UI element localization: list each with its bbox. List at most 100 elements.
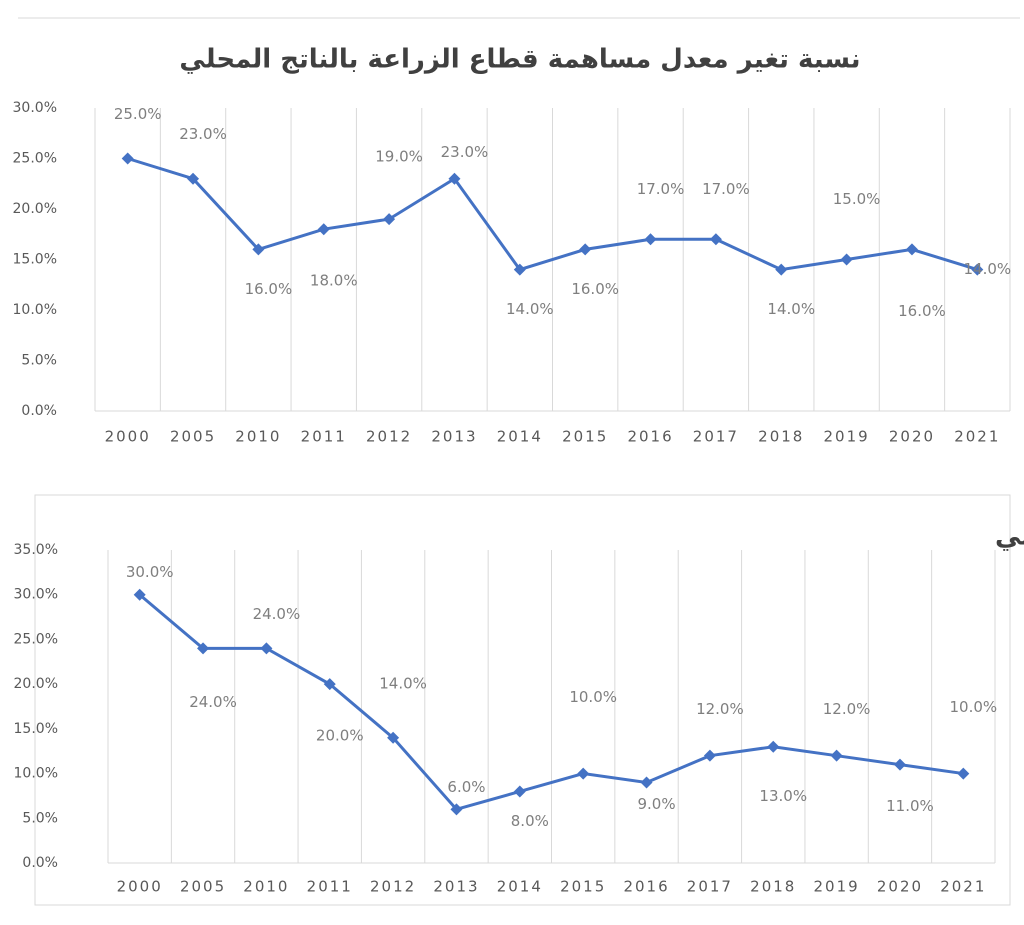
x-tick-label: 2021: [940, 878, 986, 896]
marker: [317, 223, 330, 236]
marker: [252, 243, 265, 256]
marker: [644, 233, 657, 246]
marker: [513, 263, 526, 276]
data-label: 16.0%: [571, 280, 619, 298]
x-tick-label: 2010: [235, 428, 281, 446]
marker: [187, 172, 200, 185]
x-tick-label: 2000: [105, 428, 151, 446]
x-tick-label: 2010: [243, 878, 289, 896]
y-tick-label: 20.0%: [14, 676, 58, 692]
data-label: 8.0%: [511, 812, 549, 830]
x-tick-label: 2018: [758, 428, 804, 446]
data-label: 30.0%: [126, 563, 174, 581]
marker: [971, 263, 984, 276]
x-tick-label: 2017: [693, 428, 739, 446]
y-tick-label: 0.0%: [21, 403, 57, 419]
marker: [323, 678, 336, 691]
marker: [709, 233, 722, 246]
data-label: 12.0%: [823, 700, 871, 718]
data-label: 14.0%: [379, 674, 427, 692]
x-tick-label: 2020: [889, 428, 935, 446]
x-tick-label: 2016: [623, 878, 669, 896]
y-tick-label: 15.0%: [14, 721, 58, 737]
data-label: 18.0%: [310, 272, 358, 290]
x-tick-label: 2005: [170, 428, 216, 446]
data-label: 20.0%: [316, 727, 364, 745]
chart-title: نسبة تغير معدل مساهمة قطاع الزراعة بالنا…: [179, 45, 860, 75]
y-tick-label: 35.0%: [14, 542, 58, 558]
y-tick-label: 15.0%: [13, 252, 57, 268]
data-label: 10.0%: [569, 688, 617, 706]
x-tick-label: 2000: [117, 878, 163, 896]
x-tick-label: 2011: [301, 428, 347, 446]
marker: [133, 588, 146, 601]
data-label: 25.0%: [114, 105, 162, 123]
x-tick-label: 2015: [562, 428, 608, 446]
x-tick-label: 2019: [814, 878, 860, 896]
y-tick-label: 20.0%: [13, 201, 57, 217]
marker: [703, 749, 716, 762]
marker: [579, 243, 592, 256]
data-label: 6.0%: [447, 778, 485, 796]
chart-title: نسبة تغير معدل مساهمة قطاع الصناعة بالنا…: [995, 522, 1024, 552]
marker: [767, 740, 780, 753]
y-tick-label: 30.0%: [13, 100, 57, 116]
x-tick-label: 2019: [824, 428, 870, 446]
y-tick-label: 30.0%: [14, 587, 58, 603]
chart-border: [34, 494, 1011, 906]
data-label: 10.0%: [949, 698, 997, 716]
x-tick-label: 2014: [497, 878, 543, 896]
marker: [775, 263, 788, 276]
y-tick-label: 25.0%: [13, 151, 57, 167]
data-label: 19.0%: [375, 148, 423, 166]
x-tick-label: 2016: [627, 428, 673, 446]
marker: [905, 243, 918, 256]
data-label: 16.0%: [898, 302, 946, 320]
marker: [830, 749, 843, 762]
marker: [387, 731, 400, 744]
y-tick-label: 5.0%: [22, 810, 58, 826]
marker: [260, 642, 273, 655]
x-tick-label: 2012: [370, 878, 416, 896]
data-label: 23.0%: [441, 143, 489, 161]
x-tick-label: 2015: [560, 878, 606, 896]
marker: [450, 803, 463, 816]
x-tick-label: 2011: [307, 878, 353, 896]
x-tick-label: 2013: [433, 878, 479, 896]
x-tick-label: 2013: [431, 428, 477, 446]
y-tick-label: 25.0%: [14, 631, 58, 647]
data-label: 24.0%: [253, 605, 301, 623]
line: [127, 157, 978, 272]
y-tick-label: 5.0%: [21, 353, 57, 369]
y-tick-label: 10.0%: [13, 302, 57, 318]
data-label: 24.0%: [189, 693, 237, 711]
marker: [840, 253, 853, 266]
x-tick-label: 2020: [877, 878, 923, 896]
data-label: 14.0%: [506, 300, 554, 318]
data-label: 17.0%: [637, 180, 685, 198]
data-label: 14.0%: [767, 300, 815, 318]
x-tick-label: 2018: [750, 878, 796, 896]
x-tick-label: 2014: [497, 428, 543, 446]
y-tick-label: 0.0%: [22, 855, 58, 871]
marker: [893, 758, 906, 771]
data-label: 14.0%: [963, 260, 1011, 278]
line: [138, 593, 964, 812]
data-label: 12.0%: [696, 700, 744, 718]
marker: [577, 767, 590, 780]
data-label: 13.0%: [759, 787, 807, 805]
data-label: 9.0%: [637, 795, 675, 813]
marker: [640, 776, 653, 789]
y-tick-label: 10.0%: [14, 766, 58, 782]
marker: [383, 213, 396, 226]
marker: [121, 152, 134, 165]
x-tick-label: 2021: [954, 428, 1000, 446]
data-label: 11.0%: [886, 797, 934, 815]
marker: [448, 172, 461, 185]
data-label: 16.0%: [245, 280, 293, 298]
x-tick-label: 2005: [180, 878, 226, 896]
marker: [513, 785, 526, 798]
data-label: 15.0%: [833, 190, 881, 208]
x-tick-label: 2017: [687, 878, 733, 896]
